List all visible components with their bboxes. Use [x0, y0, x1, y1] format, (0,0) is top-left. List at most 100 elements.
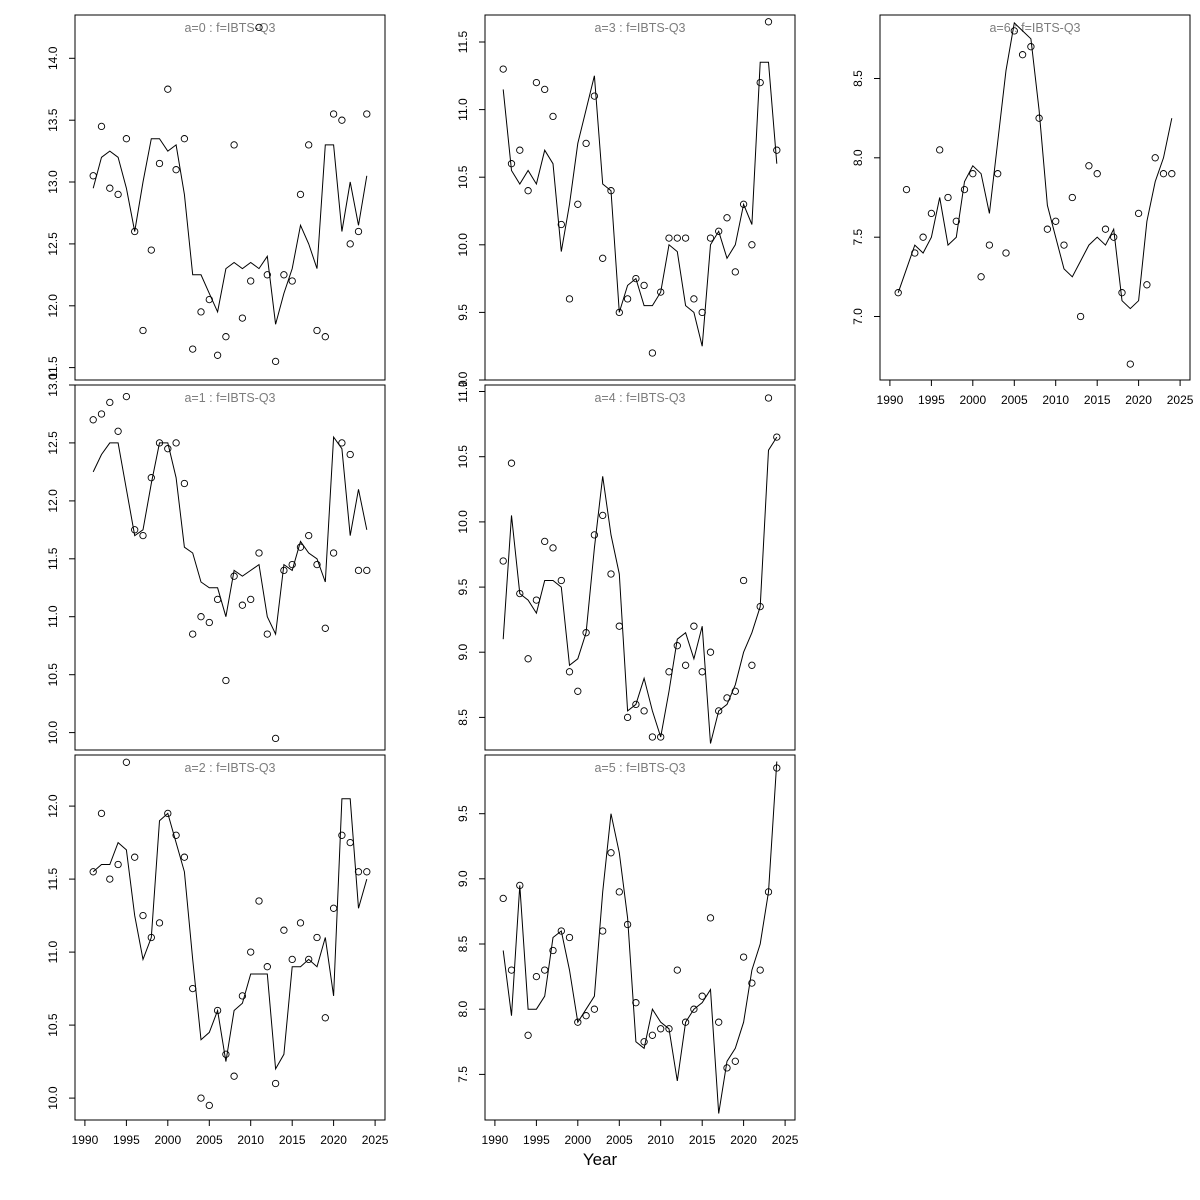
- observation-point: [715, 707, 723, 715]
- observation-point: [773, 146, 781, 154]
- observation-point: [1126, 360, 1134, 368]
- x-tick-label: 2000: [564, 1133, 591, 1147]
- observation-point: [607, 187, 615, 195]
- observation-point: [723, 214, 731, 222]
- observation-point: [640, 1038, 648, 1046]
- observation-point: [590, 1005, 599, 1013]
- observation-point: [354, 566, 363, 575]
- x-tick-label: 2010: [1042, 393, 1069, 407]
- x-tick-label: 1995: [523, 1133, 550, 1147]
- observation-point: [1101, 225, 1110, 233]
- observation-point: [665, 1025, 673, 1033]
- y-tick-label: 11.5: [456, 30, 470, 53]
- observation-point: [748, 979, 756, 987]
- observation-point: [911, 249, 919, 257]
- observation-point: [731, 268, 739, 276]
- observation-point: [657, 733, 665, 741]
- observation-point: [288, 560, 296, 569]
- observation-point: [1159, 170, 1168, 178]
- observation-point: [106, 184, 114, 192]
- panel-title: a=5 : f=IBTS-Q3: [594, 761, 685, 775]
- y-tick-label: 11.5: [46, 356, 60, 379]
- observation-point: [944, 193, 952, 202]
- observation-point: [574, 1018, 582, 1026]
- observation-point: [164, 445, 172, 453]
- observation-point: [363, 110, 371, 118]
- observation-point: [582, 139, 590, 148]
- observation-point: [690, 1005, 698, 1013]
- panel-title: a=3 : f=IBTS-Q3: [594, 21, 685, 35]
- plot-box: [74, 754, 386, 1121]
- observation-point: [280, 271, 288, 279]
- observation-point: [321, 333, 329, 341]
- observation-point: [346, 240, 354, 248]
- observation-point: [329, 110, 338, 118]
- observation-point: [222, 676, 230, 685]
- observation-point: [657, 1025, 665, 1033]
- panel-svg-a5: a=5 : f=IBTS-Q3 7.5 8.0 8.5 9.0 9.5 1990 1995 20…: [456, 754, 799, 1147]
- y-tick-label: 12.0: [46, 294, 60, 318]
- observation-point: [756, 78, 764, 87]
- y-tick-label: 9.5: [456, 578, 470, 595]
- observation-point: [329, 549, 338, 557]
- panel-title: a=2 : f=IBTS-Q3: [184, 761, 275, 775]
- observation-point: [89, 868, 97, 876]
- observation-point: [280, 566, 288, 575]
- observation-point: [247, 277, 255, 285]
- x-tick-label: 2025: [362, 1133, 389, 1147]
- observation-point: [271, 734, 280, 743]
- observation-point: [723, 1064, 731, 1072]
- observation-point: [985, 241, 994, 249]
- observation-point: [106, 875, 114, 883]
- observation-point: [507, 160, 516, 168]
- x-tick-label: 1995: [113, 1133, 140, 1147]
- observation-point: [255, 549, 263, 557]
- observation-point: [255, 23, 263, 32]
- y-tick-label: 13.0: [46, 170, 60, 194]
- observation-point: [230, 141, 238, 149]
- y-tick-label: 12.0: [46, 794, 60, 818]
- observation-point: [338, 831, 346, 839]
- observation-point: [346, 450, 354, 459]
- observation-point: [632, 999, 640, 1007]
- observation-point: [516, 881, 524, 890]
- y-tick-label: 8.0: [851, 149, 865, 166]
- observation-point: [288, 955, 296, 964]
- observation-point: [131, 227, 139, 236]
- observation-point: [213, 595, 222, 604]
- observation-point: [180, 135, 189, 143]
- observation-point: [122, 392, 131, 401]
- observation-point: [164, 85, 172, 93]
- observation-point: [1002, 249, 1010, 257]
- observation-point: [1151, 154, 1159, 162]
- observation-point: [648, 733, 657, 741]
- observation-point: [114, 190, 122, 199]
- y-tick-label: 9.5: [456, 304, 470, 321]
- observation-point: [155, 439, 164, 447]
- observation-point: [764, 18, 773, 26]
- observation-point: [247, 595, 255, 604]
- y-tick-label: 12.5: [46, 431, 60, 455]
- observation-point: [172, 439, 180, 447]
- y-tick-label: 9.0: [456, 644, 470, 661]
- y-tick-label: 12.5: [46, 232, 60, 256]
- panel-svg-a3: a=3 : f=IBTS-Q3 9.0 9.5 10.0 10.5 11.0 11.5: [456, 14, 796, 388]
- plot-box: [74, 14, 386, 381]
- observation-point: [524, 187, 532, 195]
- observation-point: [706, 914, 715, 922]
- observation-point: [1010, 27, 1018, 35]
- observation-point: [673, 966, 681, 974]
- fit-line: [897, 21, 1173, 310]
- observation-point: [1068, 193, 1076, 202]
- observation-point: [756, 966, 764, 974]
- observation-point: [516, 589, 524, 598]
- observation-point: [1018, 51, 1027, 59]
- observation-point: [507, 966, 516, 974]
- observation-point: [1118, 289, 1126, 297]
- observation-point: [952, 217, 960, 225]
- panel-svg-a0: a=0 : f=IBTS-Q3 11.5 12.0 12.5 13.0 13.5 14.0: [46, 14, 386, 381]
- observation-point: [582, 629, 590, 637]
- observation-point: [288, 277, 296, 285]
- x-tick-label: 2020: [1125, 393, 1152, 407]
- observation-point: [532, 596, 541, 604]
